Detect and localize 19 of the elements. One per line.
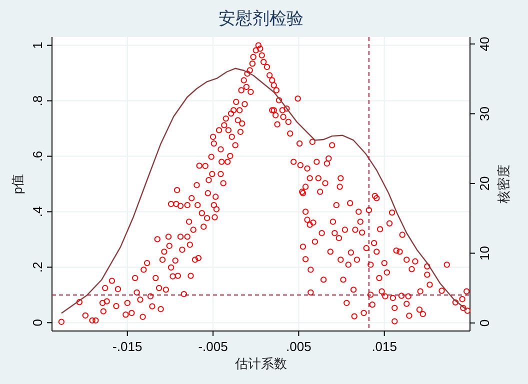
x-tick-label: -.005 [198,339,228,354]
y2-tick-label: 30 [477,106,492,121]
y2-tick-label: 40 [477,36,492,52]
y-tick-label: 0 [30,319,45,326]
x-tick-label: -.015 [112,339,142,354]
y-tick-label: 1 [30,42,45,49]
y-tick-label: .6 [30,150,45,162]
y-axis-title: p值 [10,174,25,194]
y-tick-label: .8 [30,95,45,106]
y2-tick-label: 20 [477,176,492,191]
x-tick-label: .015 [372,339,397,354]
x-tick-label: .005 [286,339,312,354]
y2-tick-label: 10 [477,246,492,260]
y-tick-label: .4 [30,206,45,218]
chart-title: 安慰剂检验 [218,9,304,28]
y-tick-label: .2 [30,262,45,273]
x-axis-title: 估计系数 [234,356,287,371]
y2-axis-title: 核密度 [496,164,511,204]
y2-tick-label: 0 [477,319,492,327]
